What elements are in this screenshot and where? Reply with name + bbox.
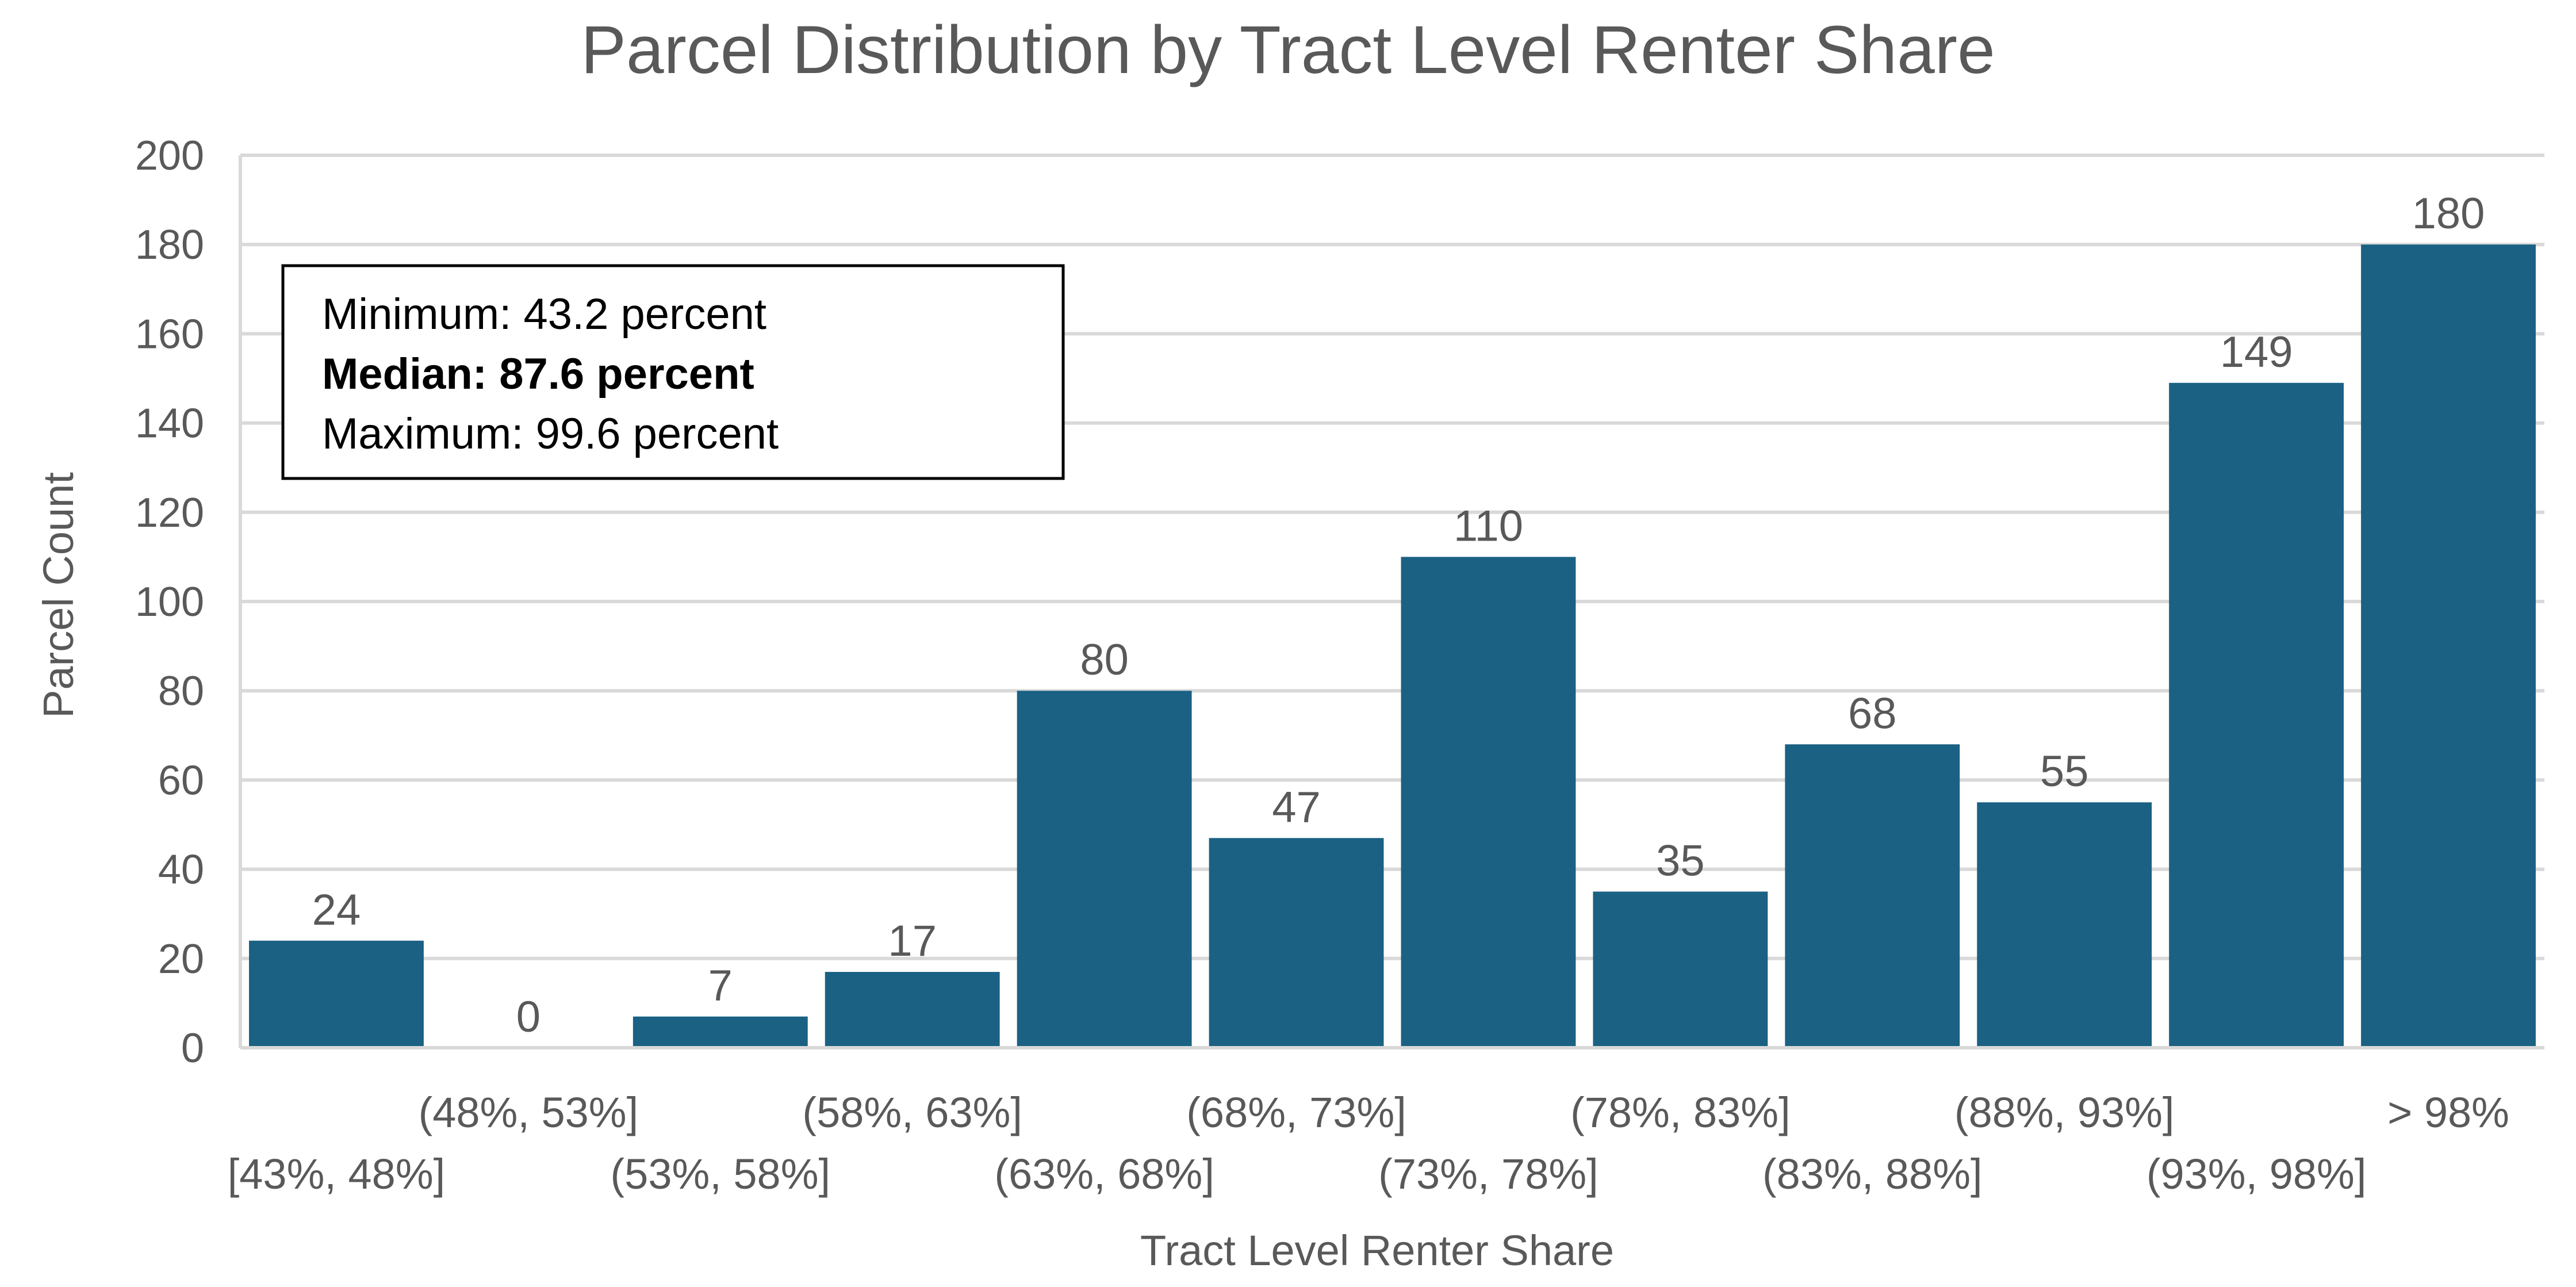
bar (1017, 691, 1192, 1048)
data-label: 47 (1272, 783, 1321, 832)
data-label: 149 (2220, 328, 2293, 377)
category-label: (63%, 68%] (994, 1150, 1214, 1198)
category-label: [43%, 48%] (228, 1150, 445, 1198)
bars (249, 244, 2536, 1048)
bar (1977, 802, 2152, 1048)
y-axis-ticks: 0 20 40 60 80 100 120 140 160 180 200 (135, 133, 204, 1071)
data-label: 55 (2040, 747, 2089, 796)
category-label: (48%, 53%] (419, 1089, 639, 1136)
bar (632, 1016, 808, 1048)
category-label: (58%, 63%] (802, 1089, 1022, 1136)
x-axis (239, 155, 2544, 1049)
category-label: (78%, 83%] (1570, 1089, 1791, 1136)
summary-median: Median: 87.6 percent (322, 350, 754, 399)
y-tick-label: 80 (158, 668, 204, 714)
category-label: (83%, 88%] (1762, 1150, 1983, 1198)
bar (249, 940, 424, 1048)
bar (1785, 744, 1960, 1048)
y-axis-title: Parcel Count (34, 472, 82, 718)
y-tick-label: 40 (158, 847, 204, 893)
category-label: (93%, 98%] (2146, 1150, 2367, 1198)
chart-title: Parcel Distribution by Tract Level Rente… (581, 12, 1995, 88)
data-label: 0 (516, 993, 540, 1041)
data-labels: 24 0 7 17 80 47 110 35 68 55 149 180 (312, 189, 2485, 1041)
category-label: (73%, 78%] (1378, 1150, 1598, 1198)
bar (825, 972, 1000, 1048)
y-tick-label: 160 (135, 311, 204, 357)
y-tick-label: 0 (181, 1025, 204, 1071)
y-tick-label: 100 (135, 579, 204, 625)
data-label: 180 (2412, 189, 2485, 238)
category-label: (53%, 58%] (611, 1150, 831, 1198)
bar (1593, 891, 1768, 1048)
data-label: 24 (312, 886, 361, 934)
category-label: (88%, 93%] (1954, 1089, 2175, 1136)
data-label: 80 (1080, 635, 1129, 684)
summary-maximum: Maximum: 99.6 percent (322, 409, 779, 458)
y-tick-label: 120 (135, 490, 204, 536)
summary-minimum: Minimum: 43.2 percent (322, 290, 766, 339)
category-label: (68%, 73%] (1186, 1089, 1406, 1136)
bar (1401, 557, 1576, 1048)
data-label: 110 (1454, 501, 1523, 550)
data-label: 68 (1848, 689, 1897, 738)
category-labels: [43%, 48%] (48%, 53%] (53%, 58%] (58%, 63%]… (228, 1089, 2509, 1198)
summary-stats-frame (281, 264, 1065, 480)
y-tick-label: 200 (135, 133, 204, 179)
summary-stats-box: Minimum: 43.2 percent Median: 87.6 perce… (281, 264, 1065, 480)
category-label: > 98% (2387, 1089, 2509, 1136)
bar (2361, 244, 2536, 1048)
y-tick-label: 180 (135, 222, 204, 268)
bar (1209, 838, 1384, 1048)
y-tick-label: 20 (158, 936, 204, 982)
x-axis-title: Tract Level Renter Share (1140, 1227, 1614, 1274)
data-label: 35 (1656, 836, 1705, 885)
data-label: 7 (708, 962, 733, 1010)
data-label: 17 (888, 917, 937, 966)
y-tick-label: 140 (135, 401, 204, 447)
y-tick-label: 60 (158, 757, 204, 803)
bar (2169, 382, 2344, 1048)
